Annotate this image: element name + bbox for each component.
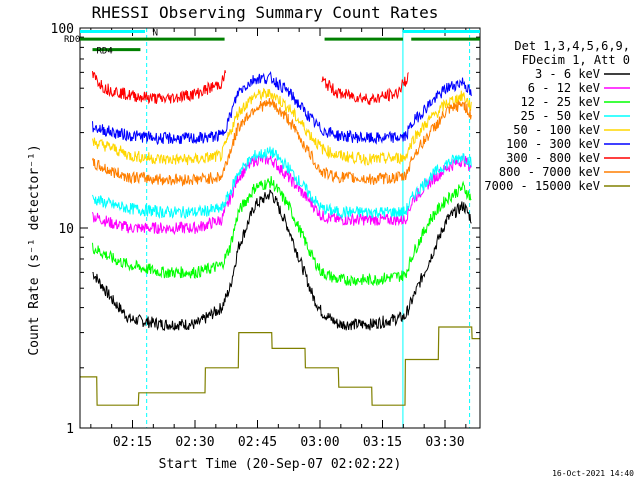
series-line-3 <box>92 146 472 220</box>
legend-entry: 800 - 7000 keV <box>499 165 600 179</box>
y-tick-label: 10 <box>58 222 74 237</box>
x-tick-label: 03:00 <box>300 435 339 450</box>
x-axis-label: Start Time (20-Sep-07 02:02:22) <box>159 457 402 472</box>
series-line-9 <box>80 326 480 406</box>
x-tick-label: 02:45 <box>238 435 277 450</box>
series-4 <box>92 87 472 167</box>
series-line-0 <box>92 189 472 332</box>
y-axis: 1 10 100 <box>51 22 480 437</box>
series-line-4 <box>92 87 472 167</box>
series-6 <box>92 70 227 105</box>
footer-timestamp: 16-Oct-2021 14:40 <box>552 469 634 478</box>
x-tick-label: 03:15 <box>363 435 402 450</box>
chart-title: RHESSI Observing Summary Count Rates <box>92 3 439 22</box>
x-axis: 02:15 02:30 02:45 03:00 03:15 03:30 <box>90 28 467 450</box>
series-2 <box>92 176 472 287</box>
y-tick-label: 1 <box>66 422 74 437</box>
series-line-8 <box>92 98 472 187</box>
series-8 <box>92 98 472 187</box>
series-9 <box>80 326 480 406</box>
legend-entry: 100 - 300 keV <box>506 137 600 151</box>
series-line-6 <box>92 70 227 105</box>
series-line-7 <box>321 72 409 106</box>
x-tick-label: 02:30 <box>175 435 214 450</box>
legend-entry: 300 - 800 keV <box>506 151 600 165</box>
legend-entry: 6 - 12 keV <box>528 81 600 95</box>
legend-entry: 7000 - 15000 keV <box>484 179 600 193</box>
legend-entry: 25 - 50 keV <box>521 109 600 123</box>
legend-entry: 3 - 6 keV <box>535 67 600 81</box>
series-line-5 <box>92 71 472 146</box>
x-tick-label: 03:30 <box>425 435 464 450</box>
series-line-2 <box>92 176 472 287</box>
y-tick-label: 100 <box>51 22 74 37</box>
series-0 <box>92 189 472 332</box>
series-3 <box>92 146 472 220</box>
state-bars: N RD0 RD4 <box>64 29 480 57</box>
y-axis-label: Count Rate (s⁻¹ detector⁻¹) <box>27 144 42 355</box>
series-1 <box>92 152 472 236</box>
series-7 <box>321 72 409 106</box>
series-line-1 <box>92 152 472 236</box>
legend-entry: 12 - 25 keV <box>521 95 600 109</box>
legend-header: FDecim 1, Att 0 <box>522 53 630 67</box>
series-5 <box>92 71 472 146</box>
legend-header: Det 1,3,4,5,6,9, <box>514 39 630 53</box>
legend: Det 1,3,4,5,6,9,FDecim 1, Att 03 - 6 keV… <box>484 39 630 193</box>
x-tick-label: 02:15 <box>113 435 152 450</box>
plot-area <box>79 28 480 428</box>
legend-entry: 50 - 100 keV <box>513 123 600 137</box>
state-bar-label: N <box>153 29 158 39</box>
state-bar-label: RD4 <box>97 47 113 57</box>
state-bar-label: RD0 <box>64 35 80 45</box>
